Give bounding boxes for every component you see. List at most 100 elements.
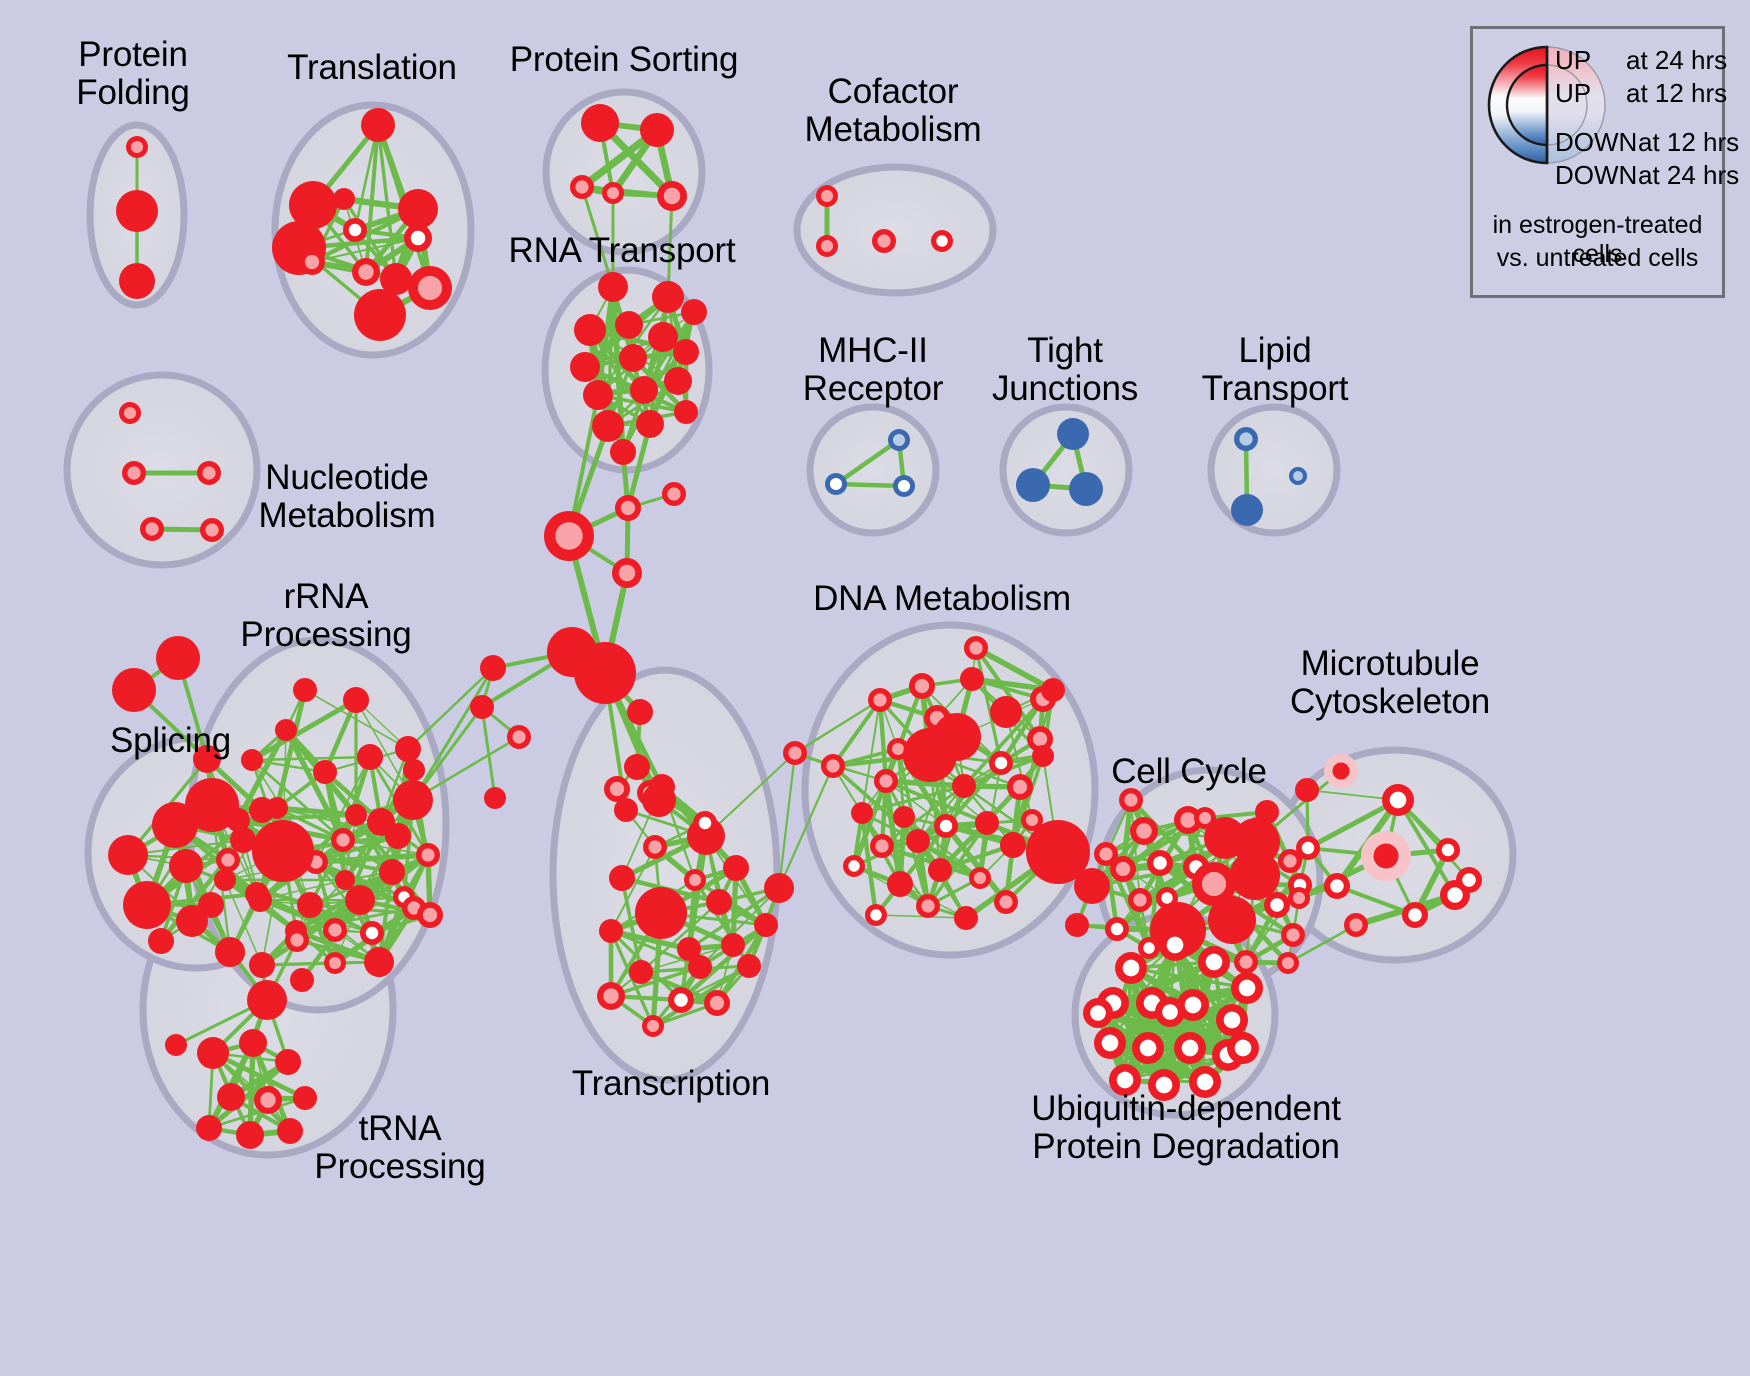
network-node-core	[698, 816, 712, 830]
hull-mhc-ii-receptor	[806, 403, 940, 537]
cluster-label-cell-cycle: Cell Cycle	[1111, 752, 1267, 791]
cluster-label-splicing: Splicing	[110, 721, 231, 760]
network-node-core	[877, 234, 891, 248]
network-node-core	[1180, 812, 1196, 828]
network-node	[906, 829, 930, 853]
network-node	[185, 778, 239, 832]
network-node-core	[829, 477, 843, 491]
network-node	[723, 855, 749, 881]
network-node-core	[820, 239, 834, 253]
network-node-core	[1205, 953, 1223, 971]
hull-nucleotide-metabolism	[63, 371, 261, 569]
network-node	[688, 955, 712, 979]
network-node	[361, 108, 395, 142]
network-node	[198, 892, 224, 918]
network-node	[277, 1118, 303, 1144]
network-node	[615, 311, 643, 339]
network-node-core	[1012, 779, 1028, 795]
network-node-core	[897, 479, 911, 493]
network-node	[484, 787, 506, 809]
network-node-core	[1133, 893, 1147, 907]
network-node	[928, 858, 952, 882]
network-node	[165, 1034, 187, 1056]
network-node	[249, 952, 275, 978]
network-node	[1065, 913, 1089, 937]
cluster-label-translation: Translation	[287, 48, 457, 87]
network-node-core	[1292, 891, 1306, 905]
cluster-label-dna-metabolism: DNA Metabolism	[813, 579, 1071, 618]
network-node	[395, 736, 421, 762]
legend-time-3: at 24 hrs	[1638, 160, 1740, 190]
network-node	[197, 1037, 229, 1069]
network-node-core	[1161, 892, 1173, 904]
hull-cofactor-metabolism	[793, 163, 997, 297]
network-node	[649, 774, 675, 800]
network-node-core	[1090, 1005, 1106, 1021]
network-node-core	[688, 873, 702, 887]
cluster-label-lipid-transport: Lipid Transport	[1201, 331, 1349, 408]
network-node-core	[1124, 793, 1138, 807]
cluster-label-trna-processing: tRNA Processing	[314, 1109, 486, 1186]
network-node-core	[221, 853, 235, 867]
network-node-core	[202, 466, 216, 480]
cluster-label-mhc-ii-receptor: MHC-II Receptor	[802, 331, 944, 408]
network-node-core	[328, 923, 342, 937]
network-node	[266, 797, 288, 819]
network-node-core	[870, 909, 882, 921]
network-node-core	[994, 756, 1008, 770]
network-node-core	[667, 487, 681, 501]
network-node-core	[290, 933, 304, 947]
network-node-core	[575, 180, 589, 194]
legend-state-3: DOWN	[1555, 160, 1638, 190]
legend-node-diagram	[1487, 45, 1606, 165]
network-node-core	[663, 187, 681, 205]
network-node	[345, 804, 367, 826]
network-node-core	[1223, 1011, 1241, 1029]
network-node	[148, 928, 174, 954]
cluster-label-transcription: Transcription	[571, 1064, 771, 1103]
network-node	[975, 811, 999, 835]
network-node-core	[848, 860, 860, 872]
network-node	[214, 869, 236, 891]
network-node-core	[1441, 843, 1455, 857]
network-node	[335, 870, 355, 890]
network-node-core	[1196, 1073, 1214, 1091]
network-node	[156, 636, 200, 680]
network-node-core	[512, 730, 526, 744]
network-node	[403, 759, 425, 781]
network-node-core	[407, 901, 421, 915]
network-node	[275, 719, 297, 741]
network-node-core	[348, 223, 362, 237]
network-node-core	[1099, 847, 1113, 861]
network-node	[380, 263, 412, 295]
network-node	[1231, 494, 1263, 526]
network-node-core	[1281, 956, 1295, 970]
network-node-core	[1143, 942, 1155, 954]
network-node-core	[1139, 1039, 1157, 1057]
network-node	[1032, 745, 1054, 767]
legend-footer-line1: in estrogen-treated cells	[1492, 211, 1703, 268]
cluster-label-protein-sorting: Protein Sorting	[509, 40, 739, 79]
network-node	[664, 367, 692, 395]
network-node	[574, 642, 636, 704]
legend-time-2: at 12 hrs	[1638, 127, 1740, 157]
hull-lipid-transport	[1207, 403, 1341, 537]
network-node-core	[358, 264, 374, 280]
network-node-core	[1270, 898, 1284, 912]
network-node-core	[328, 956, 342, 970]
network-node-core	[973, 871, 987, 885]
network-node-core	[969, 641, 983, 655]
network-node	[893, 806, 915, 828]
cluster-label-cofactor-metabolism: Cofactor Metabolism	[804, 72, 982, 149]
network-node	[196, 1115, 222, 1141]
network-node-core	[1025, 813, 1039, 827]
network-node	[393, 780, 433, 820]
network-node-core	[1201, 871, 1227, 897]
network-node-core	[365, 926, 379, 940]
network-node-core	[260, 1092, 276, 1108]
network-node-core	[1239, 955, 1253, 969]
network-node	[217, 938, 245, 966]
network-node-core	[646, 1019, 660, 1033]
network-node-core	[1153, 856, 1167, 870]
